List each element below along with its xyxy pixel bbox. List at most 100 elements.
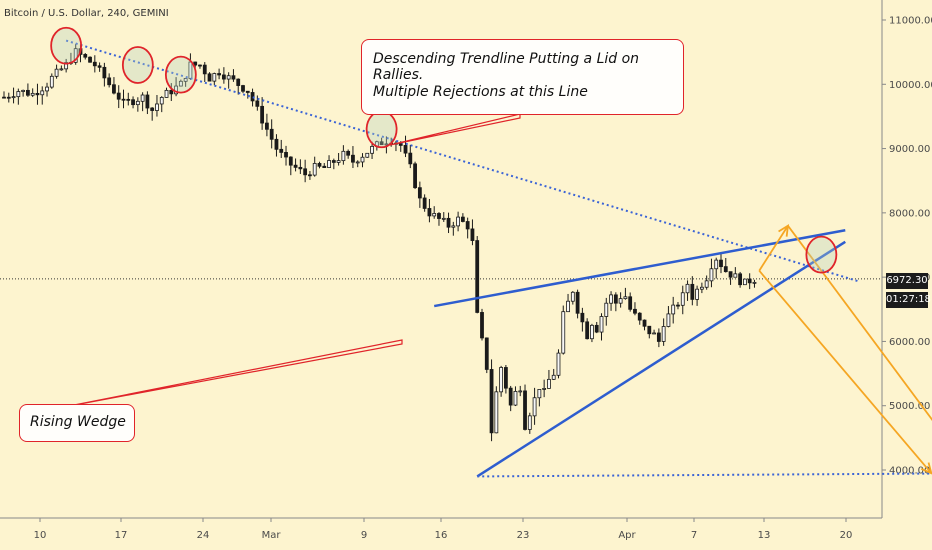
- candle-body: [547, 378, 551, 389]
- candle-body: [64, 62, 69, 70]
- candle-body: [59, 68, 64, 71]
- candle-body: [207, 73, 212, 82]
- candle-body: [355, 161, 360, 164]
- candle-body: [460, 216, 465, 222]
- candle-body: [484, 337, 489, 370]
- candle-body: [403, 145, 408, 154]
- candle-body: [542, 388, 547, 390]
- candle-body: [370, 145, 374, 154]
- candle-body: [723, 266, 728, 273]
- candle-body: [35, 92, 40, 96]
- candle-body: [480, 312, 484, 339]
- candle-body: [231, 75, 236, 80]
- candle-body: [475, 240, 480, 313]
- candle-body: [178, 80, 183, 87]
- candle-body: [556, 352, 561, 376]
- candle-body: [590, 324, 594, 340]
- y-tick-label: 6000.00: [889, 337, 930, 348]
- candle-body: [346, 150, 351, 156]
- candle-body: [743, 278, 747, 286]
- candle-body: [613, 294, 618, 304]
- projection-arrow: [758, 270, 932, 474]
- candle-body: [609, 294, 613, 304]
- candle-body: [575, 291, 580, 314]
- candle-body: [303, 168, 308, 176]
- candle-body: [245, 90, 250, 93]
- x-tick-label: 24: [197, 530, 210, 541]
- candle-body: [456, 216, 461, 227]
- candle-body: [728, 271, 733, 278]
- candle-body: [25, 89, 30, 96]
- candle-body: [121, 98, 126, 101]
- candle-body: [116, 92, 121, 100]
- candle-body: [566, 300, 570, 313]
- candle-body: [437, 213, 441, 219]
- candle-body: [489, 369, 494, 434]
- candle-body: [704, 280, 709, 288]
- candle-body: [422, 197, 427, 209]
- candle-body: [73, 48, 78, 63]
- candle-body: [747, 278, 752, 284]
- candle-body: [432, 213, 437, 217]
- trend-callout-pointer: [389, 113, 521, 146]
- candle-body: [656, 332, 661, 342]
- trendline-callout: Descending Trendline Putting a Lid on Ra…: [361, 39, 684, 115]
- candle-body: [690, 283, 695, 300]
- x-tick-label: 17: [115, 530, 128, 541]
- candle-body: [671, 304, 676, 315]
- candle-body: [532, 397, 537, 417]
- callout-text-line2: Multiple Rejections at this Line: [373, 84, 588, 100]
- projection-arrow: [787, 225, 932, 421]
- candle-body: [198, 64, 202, 67]
- candle-body: [604, 302, 609, 317]
- candle-body: [112, 84, 116, 94]
- candle-body: [183, 78, 188, 82]
- x-tick-label: Apr: [618, 530, 636, 541]
- candle-body: [317, 163, 322, 167]
- candle-body: [88, 56, 92, 63]
- candle-body: [379, 141, 384, 146]
- candle-body: [503, 367, 508, 389]
- candle-body: [49, 75, 54, 88]
- candle-body: [145, 94, 150, 109]
- candle-body: [594, 324, 599, 333]
- wedge-callout: Rising Wedge: [19, 404, 135, 442]
- candle-body: [637, 312, 642, 321]
- candle-body: [45, 86, 49, 92]
- candle-body: [351, 154, 355, 163]
- candle-body: [446, 217, 451, 228]
- candle-body: [427, 208, 432, 217]
- rejection-circle: [121, 46, 154, 84]
- candle-body: [360, 156, 365, 163]
- last-price-tag: 6972.30: [886, 273, 928, 289]
- candle-body: [131, 99, 135, 106]
- candle-body: [494, 391, 499, 434]
- candle-body: [695, 288, 699, 300]
- callout-text-wedge: Rising Wedge: [30, 414, 126, 430]
- candle-body: [83, 54, 88, 58]
- candle-body: [54, 68, 59, 77]
- candle-body: [413, 163, 417, 189]
- candle-body: [126, 98, 131, 101]
- candle-body: [322, 165, 327, 169]
- candle-body: [269, 128, 274, 140]
- candle-body: [107, 77, 112, 86]
- candle-body: [633, 308, 637, 314]
- candle-body: [537, 389, 542, 399]
- candle-body: [331, 160, 336, 163]
- projection-arrowhead: [920, 462, 932, 475]
- candle-body: [293, 164, 298, 168]
- candle-body: [561, 311, 566, 354]
- candle-body: [599, 316, 604, 333]
- countdown-tag: 01:27:18: [886, 292, 931, 308]
- candle-body: [255, 100, 260, 107]
- candle-body: [733, 273, 738, 278]
- candle-body: [666, 313, 671, 327]
- rejection-circle: [365, 110, 398, 149]
- candle-body: [523, 390, 527, 430]
- candle-body: [518, 390, 523, 393]
- candle-body: [618, 298, 623, 304]
- candle-body: [169, 89, 174, 95]
- rejection-circle: [164, 55, 197, 94]
- y-tick-label: 4000.00: [889, 466, 930, 477]
